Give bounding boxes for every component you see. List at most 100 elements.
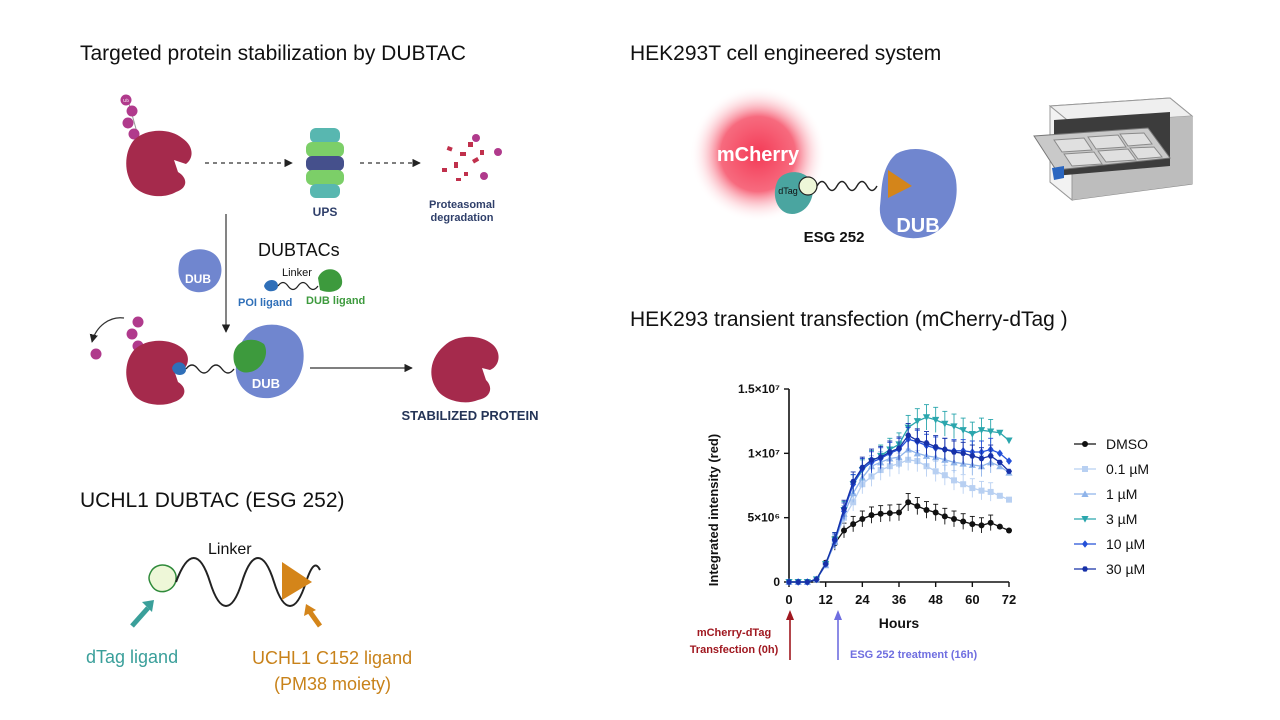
uchl1-ligand-arrow	[304, 604, 323, 628]
data-point	[996, 429, 1004, 437]
data-point	[868, 457, 875, 463]
data-point	[987, 428, 995, 436]
legend-label: DMSO	[1106, 436, 1148, 452]
data-point	[977, 427, 986, 434]
transfection-label-1: mCherry-dTag	[697, 627, 771, 639]
data-point	[914, 503, 921, 510]
data-point	[859, 515, 866, 522]
data-point	[969, 453, 976, 459]
data-point	[951, 449, 957, 455]
treatment-label: ESG 252 treatment (16h)	[850, 649, 977, 661]
y-tick-label: 1.5×10⁷	[738, 382, 780, 396]
ub-chain-bottom	[89, 316, 144, 360]
data-point	[951, 477, 957, 484]
data-point	[987, 488, 994, 495]
linker-bound	[185, 364, 235, 374]
y-tick-label: 1×10⁷	[748, 446, 780, 460]
data-point	[923, 506, 930, 513]
uchl1-ligand-icon	[282, 562, 312, 600]
data-point	[951, 515, 957, 522]
data-point	[1006, 468, 1012, 474]
degradation-fragments	[442, 134, 502, 181]
data-point	[896, 445, 902, 451]
data-point	[786, 579, 792, 585]
ub-chain-top: Ub	[120, 94, 140, 140]
linker-label-small: Linker	[282, 267, 312, 279]
mcherry-label: mCherry	[717, 144, 800, 166]
dubtac-mini-molecule	[264, 269, 343, 292]
data-point	[996, 462, 1004, 470]
data-point	[932, 509, 939, 516]
data-point	[841, 506, 847, 512]
dtag-ligand-icon	[798, 176, 818, 196]
dtag-ligand-label: dTag ligand	[86, 647, 178, 667]
data-point	[941, 420, 949, 428]
series-line	[789, 459, 1010, 583]
dub-ligand-label: DUB ligand	[306, 295, 365, 307]
data-point	[996, 523, 1003, 530]
linker-label-uchl1: Linker	[208, 541, 252, 558]
x-tick-label: 24	[855, 592, 870, 607]
ups-proteasome-icon	[306, 128, 344, 198]
data-point	[1006, 457, 1012, 465]
treatment-arrow	[834, 610, 842, 660]
data-point	[923, 440, 930, 446]
proteasomal-label: Proteasomal	[429, 199, 495, 211]
data-point	[804, 579, 811, 585]
heading-stabilization: Targeted protein stabilization by DUBTAC	[80, 42, 466, 65]
pm38-moiety-label: (PM38 moiety)	[274, 674, 391, 694]
stabilized-protein-label: STABILIZED PROTEIN	[402, 408, 539, 423]
poi-ligand-label: POI ligand	[238, 297, 292, 309]
data-point	[813, 576, 820, 582]
legend-marker	[1082, 466, 1088, 472]
data-point	[1005, 437, 1013, 445]
incucyte-instrument-icon	[1033, 97, 1194, 202]
legend-entry: 3 µM	[1074, 511, 1137, 527]
heading-hek-system: HEK293T cell engineered system	[630, 42, 942, 65]
data-point	[996, 459, 1003, 465]
data-point	[932, 444, 939, 450]
legend-marker	[1081, 490, 1089, 497]
intensity-chart: 0 12 24 36 48 60 72 0 5×10⁶ 1×10⁷ 1.5×10⁷ DMSO 0.1 …	[690, 382, 1149, 661]
heading-transfection: HEK293 transient transfection (mCherry-d…	[630, 308, 1068, 331]
data-point	[913, 418, 921, 425]
transfection-label-2: Transfection (0h)	[690, 644, 779, 656]
stabilized-protein-icon	[431, 336, 499, 403]
y-axis-label: Integrated intensity (red)	[706, 434, 721, 586]
data-point	[868, 512, 875, 519]
data-point	[960, 518, 967, 525]
legend-entry: 1 µM	[1074, 486, 1137, 502]
data-point	[978, 455, 985, 462]
dubtac-schematic: Ub UPS Proteasomal degradation DUB DU	[89, 94, 539, 423]
x-tick-label: 36	[892, 592, 906, 607]
legend-label: 10 µM	[1106, 536, 1145, 552]
legend-label: 1 µM	[1106, 486, 1137, 502]
x-tick-label: 72	[1002, 592, 1016, 607]
data-point	[960, 481, 967, 488]
data-point	[859, 464, 866, 471]
data-point	[896, 509, 902, 516]
data-point	[959, 427, 967, 434]
y-tick-label: 0	[773, 575, 780, 589]
data-point	[905, 432, 912, 438]
data-point	[950, 423, 958, 430]
data-point	[996, 449, 1003, 458]
c152-ligand-label: UCHL1 C152 ligand	[252, 648, 412, 668]
esg-label: ESG 252	[804, 229, 865, 246]
poi-ligand-bound	[172, 362, 186, 375]
data-point	[987, 519, 994, 526]
legend-label: 0.1 µM	[1106, 461, 1149, 477]
transfection-arrow	[786, 610, 794, 660]
data-point	[932, 416, 940, 424]
dub-system-label: DUB	[896, 215, 939, 237]
data-point	[914, 437, 921, 444]
dub-large-label: DUB	[252, 376, 280, 391]
data-point	[996, 492, 1003, 499]
target-protein-top	[126, 130, 192, 197]
uchl1-dubtac-diagram: Linker dTag ligand UCHL1 C152 ligand (PM…	[86, 541, 412, 694]
dtag-label: dTag	[778, 186, 798, 196]
x-tick-label: 12	[818, 592, 832, 607]
heading-uchl1: UCHL1 DUBTAC (ESG 252)	[80, 489, 345, 512]
dub-small-icon: DUB	[178, 249, 222, 293]
legend-entry: DMSO	[1074, 436, 1148, 452]
